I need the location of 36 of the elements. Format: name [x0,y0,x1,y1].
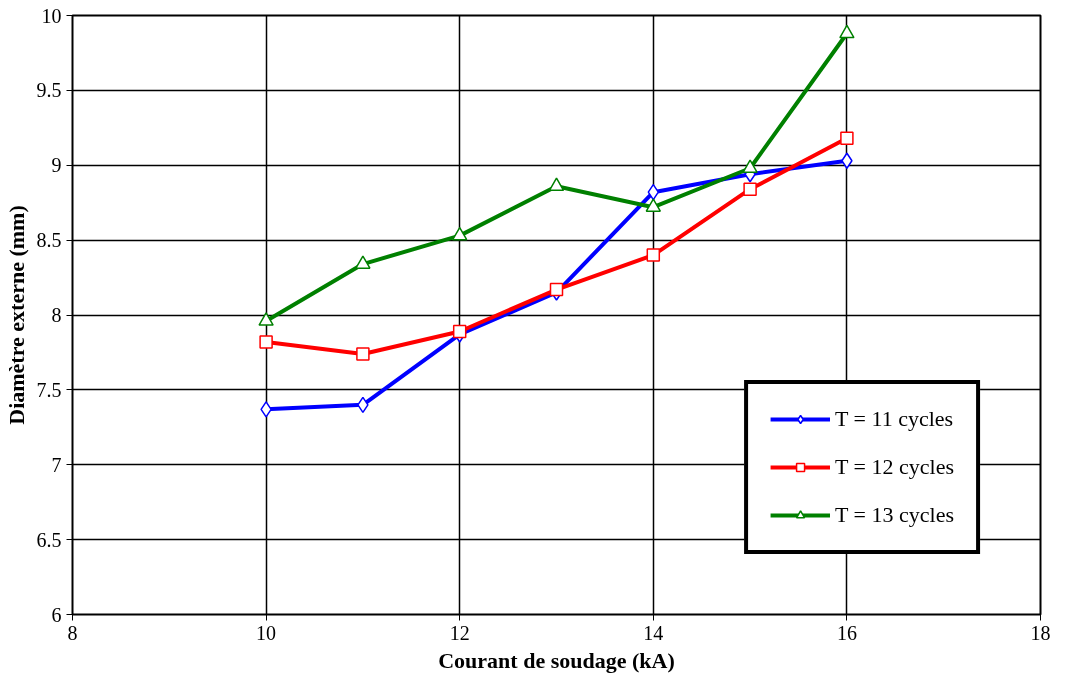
y-axis-title: Diamètre externe (mm) [3,205,29,425]
point [258,312,274,326]
x-tick-label: 12 [449,621,470,644]
legend-label: T = 11 cycles [835,406,954,432]
y-tick-label: 7 [51,453,62,476]
point [840,131,854,146]
point [452,324,467,339]
point [260,401,272,418]
y-tick-label: 9.5 [36,79,62,102]
y-tick-label: 8 [51,304,62,326]
x-tick-label: 8 [67,621,78,644]
legend-label: T = 13 cycles [835,502,954,528]
point [645,198,662,212]
x-tick-label: 18 [1030,621,1051,644]
point [549,282,564,297]
x-tick-label: 10 [256,621,277,644]
x-tick-label: 16 [836,621,857,644]
point [646,248,661,262]
legend-label: T = 12 cycles [835,454,954,480]
x-tick-label: 14 [643,621,664,644]
y-tick-label: 10 [41,4,62,27]
point [742,159,758,174]
point [451,226,468,241]
point [743,182,757,196]
point [355,255,371,269]
point [548,177,565,192]
point [647,183,660,201]
y-tick-label: 6 [51,603,62,626]
y-tick-label: 8.5 [36,229,62,252]
y-tick-label: 7.5 [36,378,62,401]
point [839,24,855,39]
y-tick-label: 9 [51,154,62,177]
point [259,335,273,349]
x-axis-title: Courant de soudage (kA) [438,647,675,673]
y-tick-label: 6.5 [36,528,62,551]
point [356,347,370,361]
